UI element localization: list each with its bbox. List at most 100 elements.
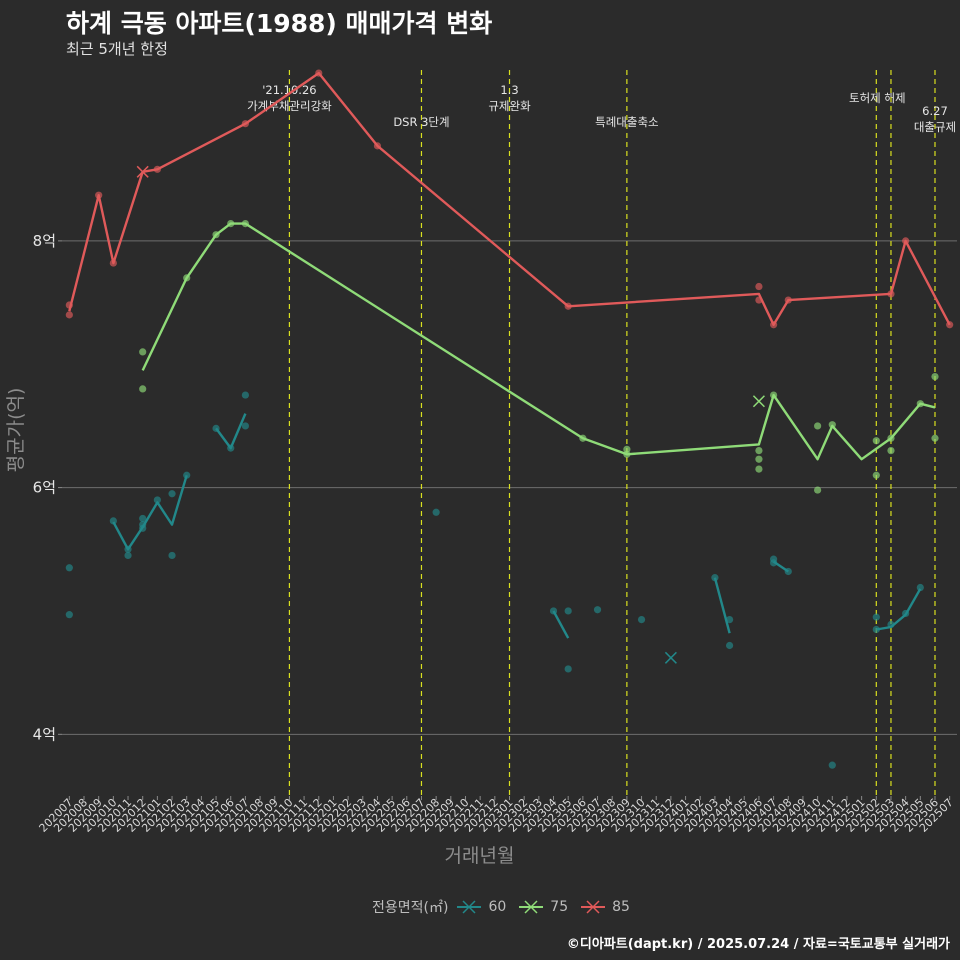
series-85-point [769,321,778,329]
legend-key-75-icon [519,900,544,914]
series-85-cancelled-mark [136,165,149,178]
series-60-point [784,567,792,576]
legend-label-75: 75 [550,899,569,915]
series-60-point [65,564,73,572]
series-75-point [872,471,880,479]
series-75-point [227,220,235,228]
series-75-point [887,446,895,455]
series-60-point [593,606,602,614]
series-75-point [814,486,822,494]
series-60-point [241,391,250,399]
series-60-point [227,444,235,452]
series-75-point [931,434,939,442]
chart-title: 하계 극동 아파트(1988) 매매가격 변화 [66,9,493,38]
series-75-point [139,385,147,393]
series-60-point [153,496,161,504]
series-60-line [713,577,731,634]
series-85-point [755,296,763,304]
series-75-line [141,222,936,461]
series-60-line [112,474,188,551]
x-axis-title: 거래년월 [445,845,515,867]
series-60-point [902,609,910,618]
legend-item-75: 75 [518,899,568,915]
series-75-point [828,421,836,429]
series-75-point [623,450,631,458]
series-60-point [432,508,440,516]
series-85-point [109,259,117,267]
series-60-point [549,607,558,615]
legend-key-85-icon [581,900,606,914]
series-60-point [65,611,73,619]
series-60-cancelled-mark [664,651,677,664]
series-60-point [168,551,176,560]
series-60-point [916,583,924,592]
series-60-point [183,471,191,479]
series-85-point [241,120,250,128]
legend-title: 전용면적(㎡) [372,900,449,916]
series-85-point [887,290,895,298]
series-75-point [755,455,763,463]
series-75-point [579,434,587,442]
series-85-point [755,282,763,291]
series-60-line [215,413,247,450]
legend-key-60-icon [457,900,482,914]
series-60-point [564,607,572,615]
series-75-point [241,220,250,228]
policy-label: 대출규제 [914,120,956,134]
series-75-point [931,372,939,381]
policy-label: 토허제 해제 [849,91,906,105]
series-60-point [872,625,880,634]
series-60-point [109,517,117,525]
series-85-point [153,165,161,173]
source-caption: ©디아파트(dapt.kr) / 2025.07.24 / 자료=국토교통부 실… [566,937,950,952]
chart-subtitle: 최근 5개년 한정 [66,40,168,58]
series-60-line [876,588,922,631]
policy-label: 특례대출축소 [595,115,658,129]
series-60-point [872,613,880,621]
series-60-point [725,641,734,650]
series-75-point [814,422,822,430]
series-60-point [828,761,836,769]
series-75-point [916,400,924,408]
y-tick-label: 6억 [33,479,56,497]
series-85-point [95,191,103,199]
series-60-point [124,551,132,560]
policy-label: 6.27 [922,104,948,118]
series-60-line [552,610,570,639]
y-tick-label: 8억 [33,232,56,250]
series-60-point [725,615,734,624]
series-85-point [65,311,73,319]
series-75-point [755,446,763,455]
series-75-point [872,437,880,445]
y-tick-label: 4억 [33,725,56,743]
series-75-point [887,434,895,442]
series-75-point [212,231,220,239]
policy-label: 가계부채관리강화 [247,99,332,113]
series-60-point [139,524,147,532]
series-60-point [769,559,778,567]
series-85-point [946,321,954,329]
series-85-point [564,302,572,310]
series-85-point [784,296,792,304]
series-60-point [564,665,572,673]
series-85-point [315,69,323,77]
series-75-point [623,445,631,453]
legend-item-60: 60 [456,899,506,915]
series-60-point [124,545,132,553]
series-60-point [887,620,895,629]
policy-label: DSR 3단계 [393,115,449,129]
series-75-point [183,274,191,282]
series-60-point [139,514,147,523]
legend-label-85: 85 [612,899,630,915]
policy-label: 1.3 [500,83,518,97]
series-75-point [769,391,778,399]
series-60-point [212,424,220,432]
series-85-point [65,301,73,309]
series-75-point [139,348,147,356]
series-60-point [241,422,250,430]
legend-item-85: 85 [580,899,630,915]
y-axis-title: 평균가(억) [5,388,27,473]
legend-label-60: 60 [488,899,507,915]
series-75-point [755,465,763,473]
policy-label: 규제완화 [488,99,531,113]
